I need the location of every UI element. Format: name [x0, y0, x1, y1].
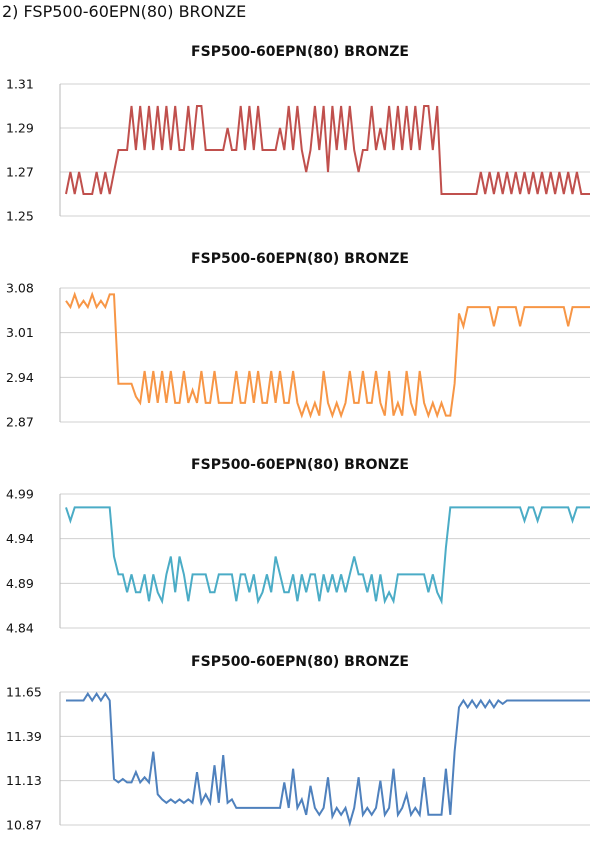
y-tick-label: 1.31 [6, 77, 34, 92]
chart-12v-rail: FSP500-60EPN(80) BRONZE 11.65 11.39 11.13 10… [6, 654, 590, 833]
chart-title: FSP500-60EPN(80) BRONZE [191, 44, 409, 60]
y-tick-label: 4.89 [6, 576, 34, 591]
chart-12v: FSP500-60EPN(80) BRONZE 1.31 1.29 1.27 1.25 [6, 44, 590, 224]
y-tick-label: 11.65 [6, 685, 42, 700]
series-line [65, 291, 590, 419]
y-tick-label: 2.94 [6, 370, 34, 385]
series-line [65, 506, 590, 605]
y-tick-label: 3.08 [6, 281, 34, 296]
y-tick-label: 1.25 [6, 209, 34, 224]
y-tick-label: 4.94 [6, 531, 34, 546]
page-heading: 2) FSP500-60EPN(80) BRONZE [2, 2, 247, 21]
y-tick-label: 4.99 [6, 487, 34, 502]
y-tick-label: 10.87 [6, 818, 42, 833]
y-tick-label: 2.87 [6, 415, 34, 430]
y-tick-label: 4.84 [6, 621, 34, 636]
y-tick-label: 1.27 [6, 165, 34, 180]
y-tick-label: 11.39 [6, 729, 42, 744]
y-tick-label: 1.29 [6, 121, 34, 136]
chart-title: FSP500-60EPN(80) BRONZE [191, 654, 409, 670]
chart-3v3: FSP500-60EPN(80) BRONZE 3.08 3.01 2.94 2.87 [6, 251, 590, 430]
chart-title: FSP500-60EPN(80) BRONZE [191, 457, 409, 473]
chart-title: FSP500-60EPN(80) BRONZE [191, 251, 409, 267]
y-tick-label: 3.01 [6, 325, 34, 340]
y-tick-label: 11.13 [6, 773, 42, 788]
series-line [66, 691, 590, 827]
series-line [65, 105, 590, 195]
chart-5v: FSP500-60EPN(80) BRONZE 4.99 4.94 4.89 4.84 [6, 457, 590, 636]
